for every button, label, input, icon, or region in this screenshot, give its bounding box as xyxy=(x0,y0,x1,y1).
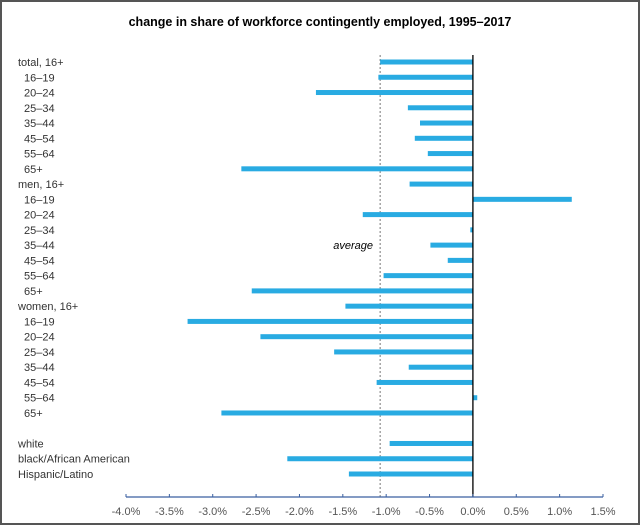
bar xyxy=(414,135,473,141)
x-tick-label: 1.0% xyxy=(547,506,572,518)
category-label: 55–64 xyxy=(24,393,55,405)
x-tick-label: -2.0% xyxy=(285,506,314,518)
chart-title: change in share of workforce contingentl… xyxy=(129,15,512,29)
category-label: 16–19 xyxy=(24,194,55,206)
bar xyxy=(380,59,473,65)
bar xyxy=(241,166,473,172)
category-label: women, 16+ xyxy=(17,301,78,313)
category-label: white xyxy=(17,438,44,450)
x-tick-label: -0.5% xyxy=(415,506,444,518)
category-label: 35–44 xyxy=(24,362,55,374)
x-tick-label: -1.5% xyxy=(328,506,357,518)
category-label: total, 16+ xyxy=(18,57,64,69)
bar xyxy=(383,273,473,279)
category-label: men, 16+ xyxy=(18,179,64,191)
category-label: 20–24 xyxy=(24,210,55,222)
bar xyxy=(470,227,473,233)
bar xyxy=(378,74,473,80)
category-label: 65+ xyxy=(24,408,43,420)
category-label: 16–19 xyxy=(24,316,55,328)
category-label: 45–54 xyxy=(24,133,55,145)
category-label: 25–34 xyxy=(24,225,55,237)
bar xyxy=(389,440,473,446)
bar xyxy=(420,120,473,126)
category-label: 35–44 xyxy=(24,118,55,130)
bar xyxy=(187,318,473,324)
category-label: Hispanic/Latino xyxy=(18,469,93,481)
x-tick-label: 1.5% xyxy=(590,506,615,518)
bar xyxy=(348,471,473,477)
bar xyxy=(334,349,473,355)
x-tick-label: 0.0% xyxy=(460,506,485,518)
category-label: 25–34 xyxy=(24,103,55,115)
category-label: black/African American xyxy=(18,454,130,466)
bar xyxy=(407,105,473,111)
x-tick-label: -2.5% xyxy=(242,506,271,518)
x-tick-label: -3.5% xyxy=(155,506,184,518)
bar xyxy=(427,151,473,157)
category-label: 20–24 xyxy=(24,88,55,100)
category-label: 55–64 xyxy=(24,271,55,283)
average-label: average xyxy=(333,240,373,252)
category-label: 45–54 xyxy=(24,255,55,267)
category-label: 45–54 xyxy=(24,377,55,389)
category-label: 65+ xyxy=(24,164,43,176)
bar xyxy=(362,212,473,218)
bar xyxy=(260,334,473,340)
category-label: 20–24 xyxy=(24,332,55,344)
category-label: 16–19 xyxy=(24,72,55,84)
x-tick-label: 0.5% xyxy=(504,506,529,518)
bar xyxy=(251,288,473,294)
x-tick-label: -4.0% xyxy=(112,506,141,518)
x-tick-label: -1.0% xyxy=(372,506,401,518)
bar xyxy=(409,181,473,187)
category-label: 35–44 xyxy=(24,240,55,252)
bar xyxy=(430,242,473,248)
bar xyxy=(472,196,572,202)
x-tick-label: -3.0% xyxy=(198,506,227,518)
bar xyxy=(315,90,473,96)
bar xyxy=(408,364,473,370)
bar xyxy=(472,395,478,401)
category-label: 65+ xyxy=(24,286,43,298)
bar xyxy=(376,379,473,385)
bar xyxy=(221,410,473,416)
category-label: 25–34 xyxy=(24,347,55,359)
bar xyxy=(287,456,473,462)
bar xyxy=(447,257,473,263)
category-label: 55–64 xyxy=(24,149,55,161)
bar xyxy=(345,303,473,309)
